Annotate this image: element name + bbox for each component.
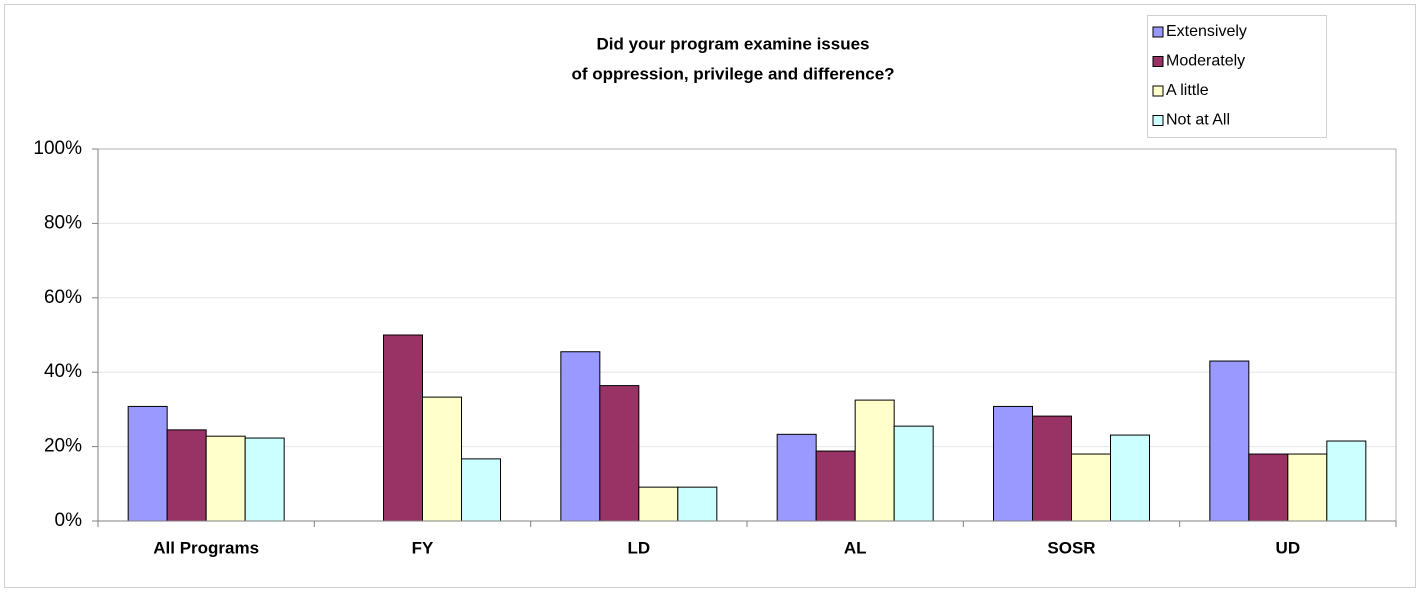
bar bbox=[1071, 453, 1111, 522]
chart-title: of oppression, privilege and difference? bbox=[571, 64, 894, 83]
bar bbox=[1248, 453, 1289, 522]
bar bbox=[638, 486, 679, 522]
x-tick-label: All Programs bbox=[153, 538, 259, 557]
bar bbox=[1326, 440, 1367, 522]
bar bbox=[244, 437, 285, 522]
x-tick-label: AL bbox=[844, 538, 867, 557]
legend-label: Moderately bbox=[1166, 53, 1245, 70]
y-tick-label: 20% bbox=[44, 436, 82, 457]
legend-swatch bbox=[1152, 56, 1164, 67]
legend-box bbox=[1147, 15, 1327, 138]
y-tick-label: 100% bbox=[33, 138, 82, 159]
bar bbox=[383, 334, 423, 522]
legend-swatch bbox=[1152, 26, 1164, 38]
bar bbox=[776, 433, 817, 522]
bar bbox=[166, 429, 207, 522]
bar bbox=[993, 405, 1033, 522]
x-tick-label: LD bbox=[627, 538, 650, 557]
bar bbox=[893, 425, 934, 522]
legend-swatch bbox=[1152, 85, 1164, 97]
legend-swatch bbox=[1152, 115, 1164, 126]
x-tick-label: SOSR bbox=[1047, 538, 1095, 557]
bar bbox=[815, 450, 856, 522]
bar bbox=[854, 399, 895, 522]
x-tick-label: FY bbox=[412, 538, 434, 557]
bar bbox=[1287, 453, 1328, 522]
bar bbox=[422, 396, 462, 522]
legend-label: Extensively bbox=[1166, 23, 1247, 40]
legend-label: A little bbox=[1166, 82, 1209, 99]
y-tick-label: 80% bbox=[44, 212, 82, 233]
bar bbox=[1209, 360, 1250, 522]
chart-title: Did your program examine issues bbox=[596, 34, 869, 53]
bar bbox=[1032, 415, 1072, 522]
y-tick-label: 0% bbox=[55, 510, 83, 531]
x-tick-label: UD bbox=[1276, 538, 1301, 557]
bar bbox=[127, 405, 168, 522]
y-tick-label: 60% bbox=[44, 287, 82, 308]
bar bbox=[205, 435, 246, 522]
y-tick-label: 40% bbox=[44, 361, 82, 382]
bar bbox=[560, 351, 601, 522]
bar bbox=[1110, 434, 1150, 522]
legend-label: Not at All bbox=[1166, 112, 1230, 129]
bar bbox=[599, 385, 640, 522]
bar bbox=[461, 458, 501, 522]
bar bbox=[677, 486, 718, 522]
